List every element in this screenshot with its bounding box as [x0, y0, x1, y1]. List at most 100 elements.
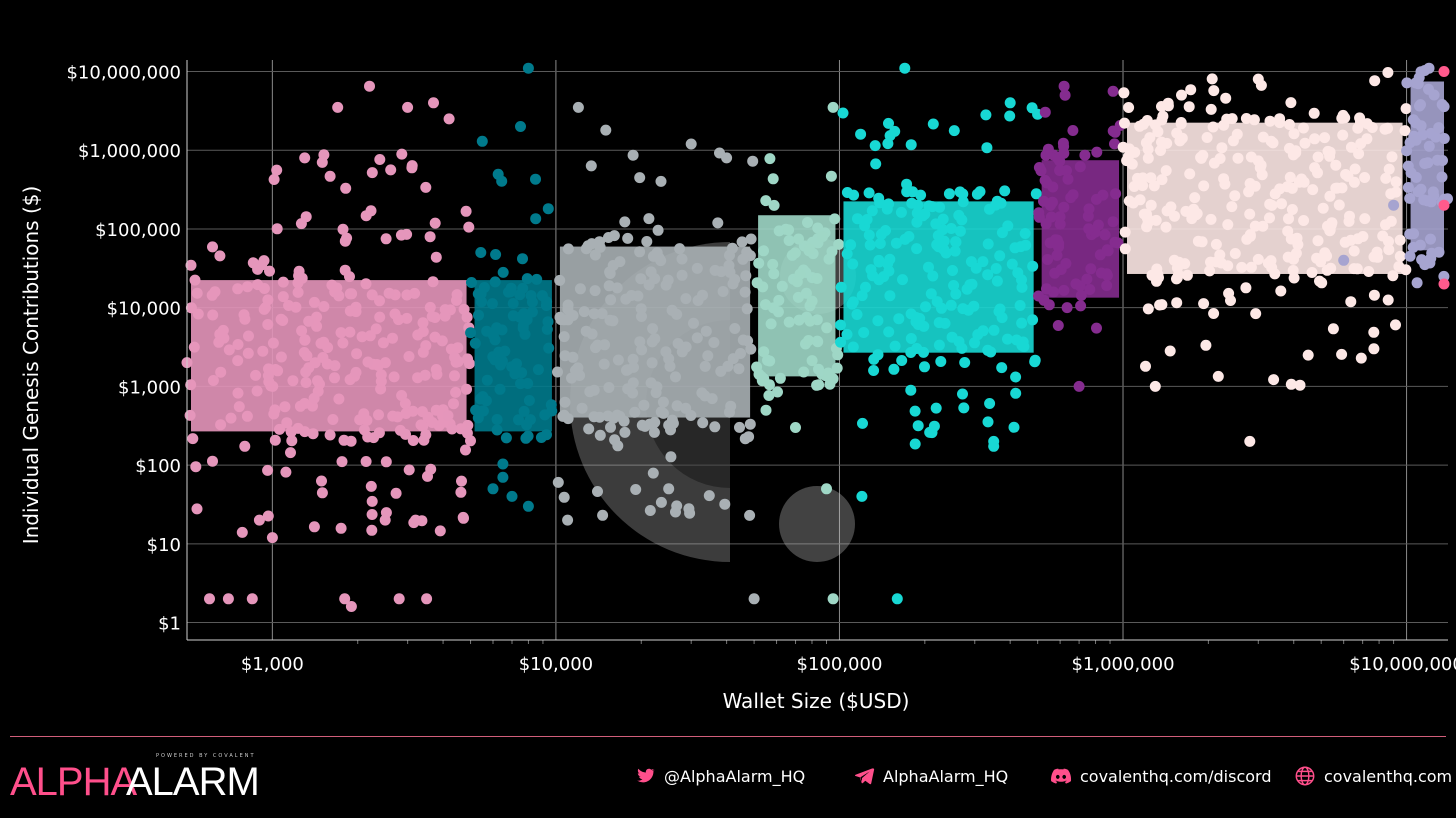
scatter-point [1287, 265, 1299, 276]
y-tick-label: $10,000,000 [66, 63, 181, 84]
scatter-point [841, 248, 853, 260]
scatter-point [522, 430, 534, 442]
scatter-point [1275, 285, 1287, 297]
twitter-link[interactable]: @AlphaAlarm_HQ [634, 764, 805, 788]
scatter-point [909, 438, 921, 450]
scatter-point [337, 223, 349, 235]
brand-alarm: ALARM [126, 760, 260, 804]
scatter-point [664, 360, 676, 372]
scatter-point [1052, 320, 1064, 331]
scatter-point [1042, 143, 1054, 155]
scatter-point [366, 509, 378, 520]
scatter-point [1220, 92, 1232, 104]
scatter-point [811, 273, 823, 284]
scatter-point [744, 418, 756, 430]
scatter-point [1183, 101, 1195, 113]
telegram-handle: AlphaAlarm_HQ [883, 766, 1009, 786]
scatter-point [403, 351, 415, 362]
scatter-point [1432, 154, 1443, 166]
scatter-point [825, 170, 837, 182]
website-text: covalenthq.com [1324, 766, 1453, 786]
scatter-point [1160, 221, 1172, 233]
scatter-point [1123, 102, 1135, 113]
scatter-point [930, 218, 942, 230]
scatter-point [567, 351, 579, 363]
scatter-point [379, 514, 391, 526]
scatter-point [1250, 308, 1262, 320]
scatter-point [521, 419, 533, 431]
scatter-point [1016, 339, 1028, 351]
scatter-point [396, 390, 408, 401]
scatter-point [783, 224, 795, 236]
tick-labels: $1,000 $10,000 $100,000 $1,000,000 $10,000,0… [66, 63, 1456, 675]
scatter-point [735, 348, 746, 359]
scatter-point [612, 354, 624, 366]
scatter-point [1401, 77, 1413, 89]
scatter-point [924, 426, 936, 438]
discord-link[interactable]: covalenthq.com/discord [1050, 764, 1271, 788]
scatter-point [421, 593, 433, 605]
scatter-point [191, 287, 203, 299]
scatter-point [697, 417, 709, 429]
brand-powered-by: POWERED BY COVALENT [156, 753, 256, 759]
scatter-point [703, 490, 715, 502]
scatter-point [982, 344, 994, 356]
website-link[interactable]: covalenthq.com [1294, 764, 1452, 788]
scatter-point [481, 374, 493, 386]
scatter-point [1268, 374, 1280, 386]
scatter-point [434, 525, 446, 537]
scatter-point [456, 475, 467, 487]
scatter-point [925, 288, 937, 300]
scatter-point [1438, 133, 1450, 144]
scatter-point [262, 464, 274, 476]
scatter-point [793, 233, 804, 245]
scatter-point [1327, 323, 1339, 335]
scatter-point [817, 231, 829, 242]
scatter-point [1438, 66, 1450, 77]
scatter-point [1382, 294, 1394, 306]
scatter-point [1004, 110, 1016, 122]
scatter-point [1423, 83, 1434, 95]
scatter-point [1423, 62, 1435, 74]
dense-cluster [191, 280, 467, 432]
scatter-point [744, 509, 756, 521]
scatter-point [981, 142, 993, 154]
scatter-point [847, 258, 859, 270]
scatter-point [327, 414, 339, 425]
scatter-point [627, 149, 639, 161]
scatter-point [869, 140, 881, 152]
telegram-link[interactable]: AlphaAlarm_HQ [853, 764, 1008, 788]
x-tick-label: $1,000 [241, 654, 304, 675]
scatter-point [266, 532, 278, 544]
scatter-point [1142, 303, 1154, 315]
scatter-point [187, 433, 199, 445]
scatter-point [1324, 146, 1336, 158]
scatter-point [374, 154, 386, 165]
scatter-point [507, 298, 519, 309]
scatter-point [1296, 173, 1307, 185]
scatter-point [515, 121, 526, 132]
scatter-point [395, 229, 407, 241]
scatter-point [930, 402, 942, 414]
scatter-point [1047, 181, 1059, 193]
scatter-point [772, 386, 783, 398]
scatter-point [425, 463, 437, 475]
scatter-point [449, 351, 461, 363]
scatter-point [827, 101, 839, 113]
scatter-point [748, 593, 760, 605]
scatter-point [791, 276, 803, 288]
scatter-point [835, 319, 846, 331]
scatter-point [403, 464, 415, 476]
scatter-point [721, 152, 733, 164]
scatter-point [1107, 216, 1119, 228]
scatter-point [522, 500, 534, 512]
scatter-point [1134, 194, 1146, 206]
scatter-point [1345, 296, 1357, 308]
scatter-point [1204, 265, 1216, 277]
scatter-point [644, 505, 656, 516]
scatter-point [1196, 236, 1208, 248]
scatter-point [1294, 379, 1306, 391]
scatter-point [243, 330, 254, 342]
scatter-point [958, 402, 970, 414]
scatter-point [262, 370, 274, 382]
